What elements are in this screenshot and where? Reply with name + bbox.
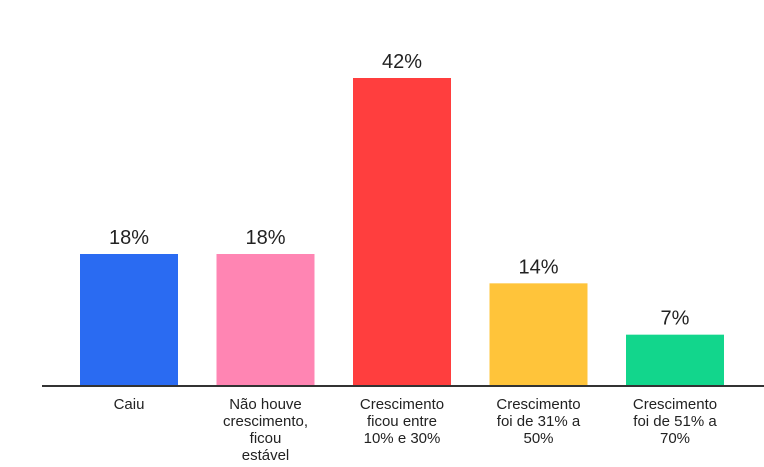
category-label-line: Crescimento — [496, 396, 580, 413]
category-label-5: Crescimento foi de 51% a 70% — [633, 396, 717, 447]
bar-4 — [489, 283, 588, 386]
category-label-line: ficou entre — [367, 413, 437, 430]
category-label-3: Crescimento ficou entre 10% e 30% — [360, 396, 444, 447]
category-label-line: Caiu — [114, 396, 145, 413]
category-label-4: Crescimento foi de 31% a 50% — [496, 396, 580, 447]
category-label-line: 70% — [660, 430, 690, 447]
bar-5 — [626, 334, 724, 386]
value-label-5: 7% — [661, 308, 690, 330]
category-label-line: ficou — [250, 430, 282, 447]
bar-3 — [353, 78, 451, 386]
bar-2 — [216, 254, 315, 386]
category-label-line: Crescimento — [360, 396, 444, 413]
category-label-line: crescimento, — [223, 413, 308, 430]
category-label-line: foi de 51% a — [633, 413, 717, 430]
value-label-2: 18% — [245, 227, 285, 249]
category-label-line: estável — [242, 447, 290, 464]
category-label-line: Não houve — [229, 396, 302, 413]
value-labels-group: 18% 18% 42% 14% 7% — [109, 51, 690, 330]
category-labels-group: Caiu Não houve crescimento, ficou estável Cre… — [114, 396, 718, 464]
category-label-line: Crescimento — [633, 396, 717, 413]
category-label-2: Não houve crescimento, ficou estável — [223, 396, 308, 464]
category-label-1: Caiu — [114, 396, 145, 413]
value-label-1: 18% — [109, 227, 149, 249]
value-label-3: 42% — [382, 51, 422, 73]
bar-1 — [80, 254, 178, 386]
bars-group — [80, 78, 724, 386]
category-label-line: foi de 31% a — [497, 413, 581, 430]
category-label-line: 10% e 30% — [364, 430, 441, 447]
category-label-line: 50% — [523, 430, 553, 447]
value-label-4: 14% — [518, 256, 558, 278]
